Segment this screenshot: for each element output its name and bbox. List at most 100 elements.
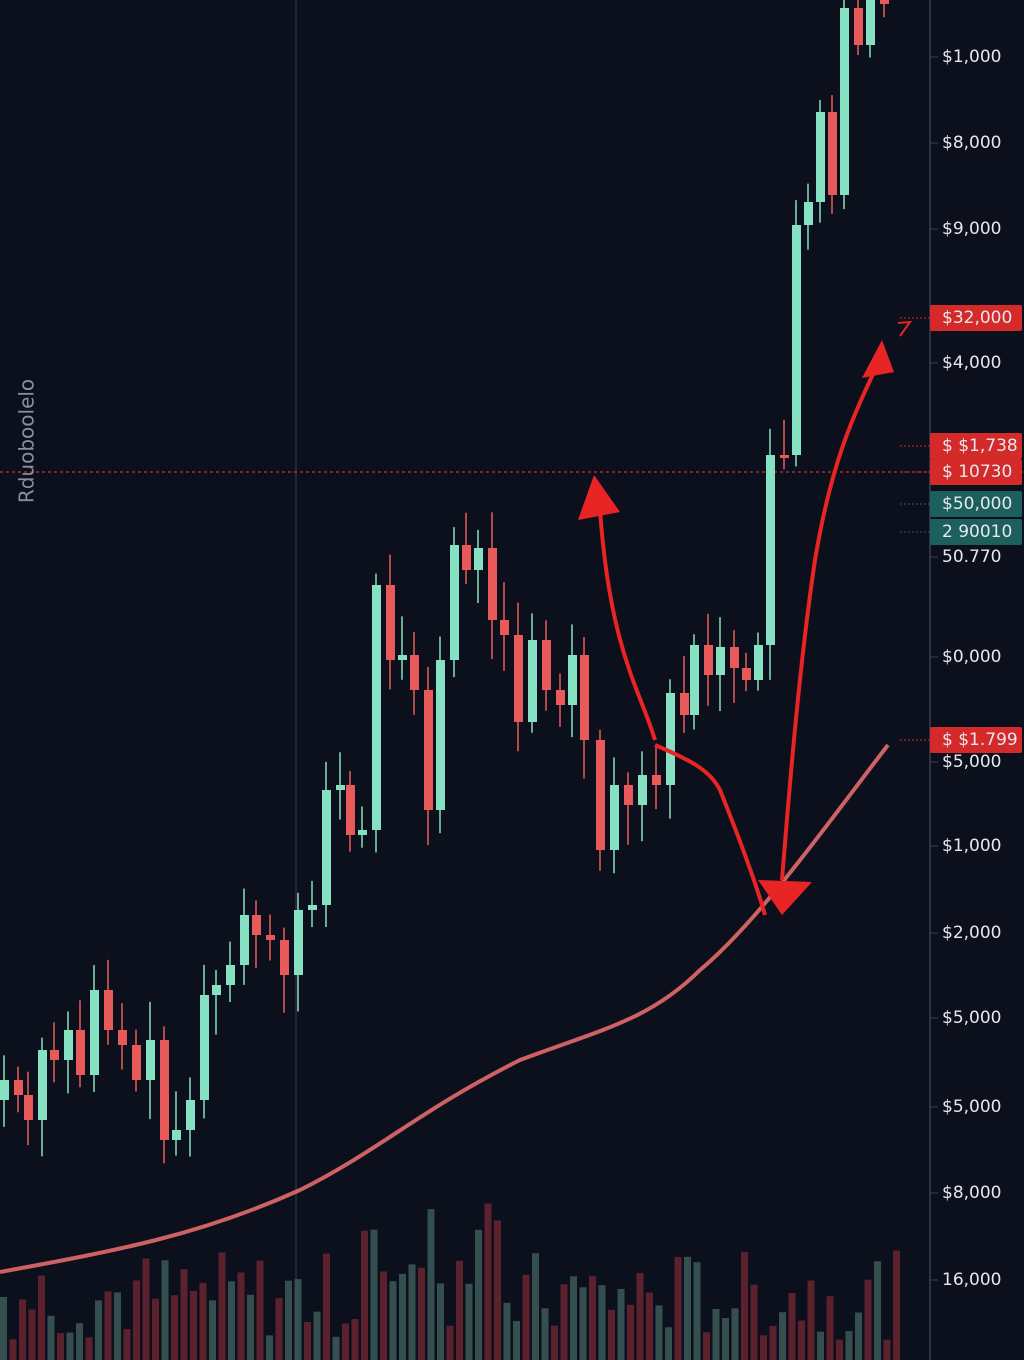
volume-bar bbox=[161, 1260, 169, 1360]
axis-label: 50.770 bbox=[942, 547, 1001, 567]
volume-bar bbox=[646, 1292, 653, 1360]
candle-body bbox=[410, 655, 419, 690]
candle-body bbox=[322, 790, 331, 905]
volume-bar bbox=[446, 1325, 454, 1360]
axis-label: $8,000 bbox=[942, 133, 1001, 153]
axis-label: $9,000 bbox=[942, 219, 1001, 239]
candle-body bbox=[500, 620, 509, 635]
candle-body bbox=[172, 1130, 181, 1140]
volume-bar bbox=[228, 1281, 235, 1360]
candle-body bbox=[766, 455, 775, 645]
candle-body bbox=[780, 455, 789, 458]
candle-body bbox=[336, 785, 345, 790]
volume-bar bbox=[294, 1279, 302, 1360]
volume-bar bbox=[0, 1296, 7, 1360]
volume-bar bbox=[180, 1269, 188, 1360]
candle-body bbox=[450, 545, 459, 660]
candle-body bbox=[0, 1080, 9, 1100]
volume-bar bbox=[522, 1274, 530, 1360]
volume-bar bbox=[114, 1292, 121, 1360]
candle-body bbox=[514, 635, 523, 722]
candle-body bbox=[118, 1030, 127, 1045]
red-price-tag bbox=[930, 459, 1022, 485]
candle-body bbox=[424, 690, 433, 810]
volume-bar bbox=[152, 1298, 159, 1360]
candle-body bbox=[38, 1050, 47, 1120]
axis-label: 2 90010 bbox=[942, 522, 1012, 542]
candle-body bbox=[792, 225, 801, 455]
volume-bar bbox=[237, 1272, 245, 1360]
red-price-tag bbox=[930, 727, 1022, 753]
volume-bar bbox=[123, 1329, 131, 1360]
candle-body bbox=[840, 8, 849, 195]
red-price-tag bbox=[930, 433, 1022, 459]
volume-bar bbox=[47, 1315, 55, 1360]
volume-bar bbox=[199, 1282, 207, 1360]
price-axis: $1,000 $8,000 $9,000 $32,000 $4,000 $ $1,738 $… bbox=[900, 47, 1022, 1290]
axis-label: $1,000 bbox=[942, 836, 1001, 856]
volume-bar bbox=[323, 1253, 330, 1360]
candle-body bbox=[854, 8, 863, 45]
volume-bar bbox=[826, 1296, 834, 1360]
axis-label: $50,000 bbox=[942, 494, 1012, 514]
volume-bar bbox=[864, 1279, 872, 1360]
volume-bar bbox=[285, 1280, 292, 1360]
candle-body bbox=[624, 785, 633, 805]
volume-bar bbox=[475, 1229, 482, 1360]
candle-body bbox=[104, 990, 113, 1030]
volume-bar bbox=[779, 1312, 786, 1360]
candle-body bbox=[704, 645, 713, 675]
volume-bar bbox=[589, 1276, 596, 1360]
volume-bar bbox=[19, 1299, 26, 1360]
candles bbox=[0, 0, 889, 1164]
candle-body bbox=[346, 785, 355, 835]
axis-label: $0,000 bbox=[942, 647, 1001, 667]
volume-bar bbox=[361, 1230, 368, 1360]
volume bbox=[0, 1203, 900, 1360]
candle-body bbox=[462, 545, 471, 570]
volume-bar bbox=[579, 1287, 587, 1360]
candle-body bbox=[294, 910, 303, 975]
volume-bar bbox=[541, 1308, 549, 1360]
volume-bar bbox=[342, 1323, 349, 1360]
volume-bar bbox=[674, 1256, 682, 1360]
candle-body bbox=[280, 940, 289, 975]
candle-body bbox=[146, 1040, 155, 1080]
volume-bar bbox=[855, 1312, 862, 1360]
candle-body bbox=[730, 647, 739, 668]
candle-body bbox=[880, 0, 889, 4]
volume-bar bbox=[171, 1295, 178, 1360]
volume-bar bbox=[95, 1300, 102, 1360]
candle-body bbox=[474, 548, 483, 570]
volume-bar bbox=[256, 1260, 264, 1360]
candle-body bbox=[90, 990, 99, 1075]
candle-body bbox=[680, 693, 689, 715]
candle-body bbox=[742, 668, 751, 680]
candle-body bbox=[386, 585, 395, 660]
candle-body bbox=[580, 655, 589, 740]
axis-label: $ $1.799 bbox=[942, 730, 1018, 750]
axis-label: $4,000 bbox=[942, 353, 1001, 373]
volume-bar bbox=[304, 1321, 311, 1360]
volume-bar bbox=[218, 1252, 226, 1360]
volume-bar bbox=[57, 1333, 64, 1360]
volume-bar bbox=[133, 1280, 140, 1360]
candle-body bbox=[186, 1100, 195, 1130]
candle-body bbox=[358, 830, 367, 835]
candle-body bbox=[652, 775, 661, 785]
volume-bar bbox=[788, 1293, 796, 1360]
volume-bar bbox=[608, 1309, 615, 1360]
candle-body bbox=[816, 112, 825, 202]
volume-bar bbox=[85, 1337, 93, 1360]
axis-label: $8,000 bbox=[942, 1183, 1001, 1203]
volume-bar bbox=[636, 1273, 644, 1360]
candle-body bbox=[132, 1045, 141, 1080]
volume-bar bbox=[513, 1321, 520, 1360]
volume-bar bbox=[351, 1319, 359, 1360]
candle-body bbox=[828, 112, 837, 195]
volume-bar bbox=[798, 1320, 805, 1360]
candle-body bbox=[50, 1050, 59, 1060]
volume-bar bbox=[437, 1283, 444, 1360]
volume-bar bbox=[465, 1283, 473, 1360]
